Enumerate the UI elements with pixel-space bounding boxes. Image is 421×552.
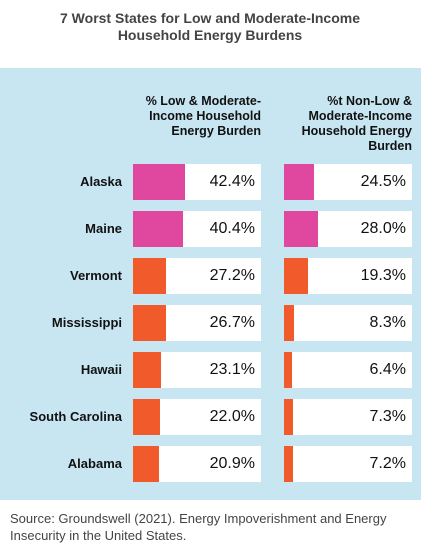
bar-cell: 6.4% — [284, 352, 412, 388]
bar — [133, 352, 162, 388]
row-label: Mississippi — [51, 315, 122, 330]
value-label: 7.3% — [369, 408, 406, 425]
value-label: 28.0% — [360, 220, 406, 237]
bar — [284, 352, 292, 388]
value-label: 8.3% — [369, 314, 406, 331]
value-label: 23.1% — [209, 361, 255, 378]
bar-cell: 27.2% — [133, 258, 261, 294]
bar — [133, 399, 161, 435]
bar-cell: 23.1% — [133, 352, 261, 388]
bar — [284, 446, 293, 482]
value-label: 19.3% — [360, 267, 406, 284]
row-label: South Carolina — [29, 409, 122, 424]
bar — [133, 164, 186, 200]
bar — [133, 305, 166, 341]
value-label: 7.2% — [369, 455, 406, 472]
value-label: 27.2% — [209, 267, 255, 284]
row-label: Alaska — [80, 174, 122, 189]
bar-cell: 7.2% — [284, 446, 412, 482]
value-label: 20.9% — [209, 455, 255, 472]
value-label: 24.5% — [360, 173, 406, 190]
row-label: Vermont — [69, 268, 122, 283]
bar-cell: 40.4% — [133, 211, 261, 247]
value-label: 42.4% — [209, 173, 255, 190]
value-label: 6.4% — [369, 361, 406, 378]
value-label: 26.7% — [209, 314, 255, 331]
bar — [284, 164, 315, 200]
bar-cell: 42.4% — [133, 164, 261, 200]
chart-title: 7 Worst States for Low and Moderate-Inco… — [60, 10, 361, 43]
bar — [284, 211, 319, 247]
bar-cell: 20.9% — [133, 446, 261, 482]
column-header: %t Non-Low & Moderate-Income Household E… — [301, 94, 412, 153]
bar-cell: 28.0% — [284, 211, 412, 247]
value-label: 22.0% — [209, 408, 255, 425]
source: Source: Groundswell (2021). Energy Impov… — [10, 511, 387, 543]
bar — [133, 258, 167, 294]
bar-cell: 26.7% — [133, 305, 261, 341]
bar-cell: 7.3% — [284, 399, 412, 435]
bar-cell: 22.0% — [133, 399, 261, 435]
bar-cell: 19.3% — [284, 258, 412, 294]
row-label: Hawaii — [80, 362, 122, 377]
bar — [284, 258, 308, 294]
bar — [284, 305, 295, 341]
row-label: Maine — [85, 221, 122, 236]
column-header: % Low & Moderate-Income Household Energy… — [145, 94, 261, 138]
bar-cell: 24.5% — [284, 164, 412, 200]
value-label: 40.4% — [209, 220, 255, 237]
bar — [284, 399, 293, 435]
bar — [133, 211, 183, 247]
bar-cell: 8.3% — [284, 305, 412, 341]
row-label: Alabama — [67, 456, 122, 471]
bar — [133, 446, 159, 482]
